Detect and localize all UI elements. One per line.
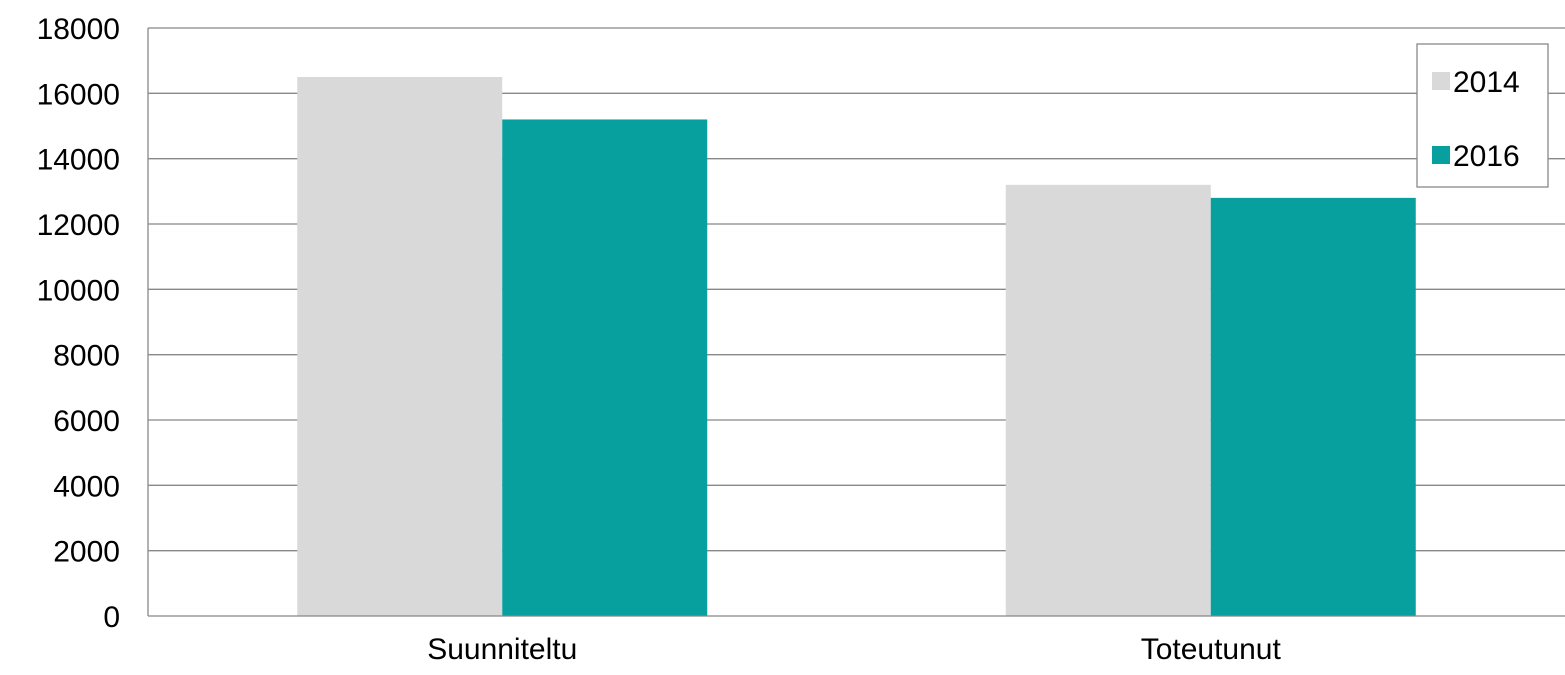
bar-toteutunut-2014 xyxy=(1005,184,1211,617)
y-tick-label: 6000 xyxy=(53,405,120,438)
y-tick-label: 12000 xyxy=(37,209,120,242)
y-tick-label: 16000 xyxy=(37,78,120,111)
y-tick-label: 2000 xyxy=(53,536,120,569)
category-label: Toteutunut xyxy=(1141,633,1282,666)
bar-toteutunut-2016 xyxy=(1210,197,1416,616)
legend-label: 2014 xyxy=(1453,66,1520,99)
legend-label: 2016 xyxy=(1453,140,1520,173)
y-axis-tick-labels: 0 2000 4000 6000 8000 10000 12000 14000 16000 180… xyxy=(37,13,120,634)
y-tick-label: 18000 xyxy=(37,13,120,46)
y-tick-label: 4000 xyxy=(53,470,120,503)
y-tick-label: 8000 xyxy=(53,340,120,373)
y-tick-label: 14000 xyxy=(37,144,120,177)
legend-swatch-2016 xyxy=(1432,146,1450,164)
legend: 2014 2016 xyxy=(1416,43,1549,188)
bar-suunniteltu-2014 xyxy=(297,77,503,616)
y-tick-label: 0 xyxy=(103,601,120,634)
bar-suunniteltu-2016 xyxy=(502,119,708,616)
y-tick-label: 10000 xyxy=(37,274,120,307)
x-axis-category-labels: Suunniteltu Toteutunut xyxy=(427,633,1281,666)
bars xyxy=(297,77,1416,617)
category-label: Suunniteltu xyxy=(427,633,577,666)
legend-swatch-2014 xyxy=(1432,72,1450,90)
